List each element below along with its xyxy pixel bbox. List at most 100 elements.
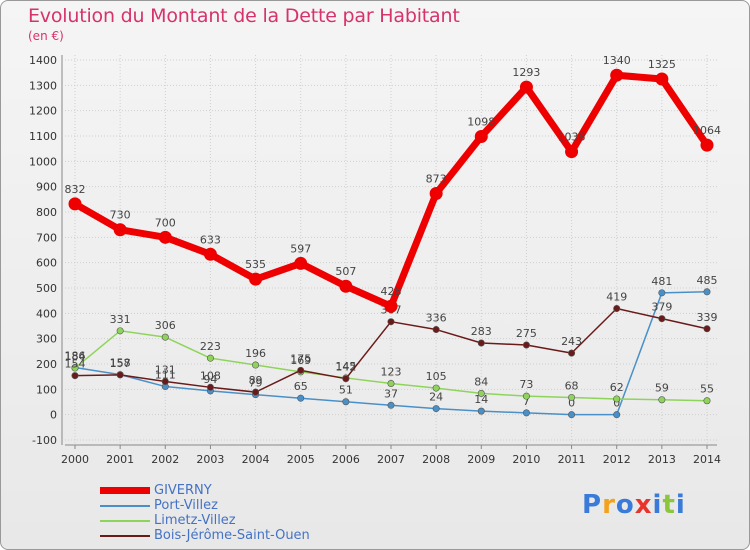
- data-label: 37: [384, 387, 398, 400]
- y-tick-label: 600: [36, 257, 57, 270]
- data-point: [203, 247, 217, 261]
- data-point: [206, 354, 214, 362]
- data-label: 84: [474, 375, 488, 388]
- data-point: [477, 389, 485, 397]
- data-label: 108: [200, 369, 221, 382]
- data-point: [252, 388, 260, 396]
- y-tick-label: 1300: [29, 79, 57, 92]
- data-point: [703, 288, 711, 296]
- data-label: 24: [429, 391, 443, 404]
- x-tick-label: 2013: [648, 453, 676, 466]
- data-label: 157: [110, 357, 131, 370]
- data-label: 111: [155, 369, 176, 382]
- data-label: 105: [426, 370, 447, 383]
- data-label: 169: [290, 354, 311, 367]
- data-label: 306: [155, 319, 176, 332]
- data-point: [387, 401, 395, 409]
- legend-item: Bois-Jérôme-Saint-Ouen: [100, 528, 310, 543]
- data-label: 1038: [558, 131, 586, 144]
- x-tick-label: 2008: [422, 453, 450, 466]
- data-point: [703, 325, 711, 333]
- data-label: 0: [568, 397, 575, 410]
- y-tick-label: 900: [36, 181, 57, 194]
- data-label: 0: [613, 397, 620, 410]
- legend-label: Port-Villez: [154, 498, 218, 513]
- data-label: 243: [561, 335, 582, 348]
- data-point: [158, 230, 172, 244]
- data-point: [297, 366, 305, 374]
- data-label: 331: [110, 313, 131, 326]
- data-label: 1340: [603, 54, 631, 67]
- data-label: 14: [474, 393, 488, 406]
- data-point: [342, 375, 350, 383]
- data-point: [432, 326, 440, 334]
- data-label: 339: [697, 311, 718, 324]
- x-tick-label: 2001: [106, 453, 134, 466]
- data-point: [522, 409, 530, 417]
- y-tick-label: 1400: [29, 54, 57, 67]
- data-point: [519, 80, 533, 94]
- logo-letter: x: [634, 490, 653, 520]
- data-point: [613, 395, 621, 403]
- y-tick-label: 100: [36, 383, 57, 396]
- data-point: [161, 333, 169, 341]
- y-tick-label: 300: [36, 333, 57, 346]
- data-label: 428: [381, 285, 402, 298]
- data-label: 184: [65, 350, 86, 363]
- data-label: 535: [245, 258, 266, 271]
- logo-letter: i: [675, 490, 686, 520]
- x-tick-label: 2005: [287, 453, 315, 466]
- y-tick-label: 1100: [29, 130, 57, 143]
- data-label: 481: [651, 275, 672, 288]
- data-label: 873: [426, 173, 447, 186]
- data-label: 507: [335, 265, 356, 278]
- y-tick-label: 400: [36, 307, 57, 320]
- data-point: [703, 397, 711, 405]
- y-tick-label: 0: [50, 409, 57, 422]
- data-label: 730: [110, 209, 131, 222]
- data-label: 7: [523, 395, 530, 408]
- data-label: 186: [65, 350, 86, 363]
- data-point: [658, 289, 666, 297]
- legend-label: Limetz-Villez: [154, 513, 236, 528]
- legend: GIVERNY Port-Villez Limetz-Villez Bois-Jérô…: [100, 483, 310, 543]
- data-label: 51: [339, 384, 353, 397]
- data-point: [568, 393, 576, 401]
- logo-letter: P: [582, 490, 603, 520]
- legend-item: Limetz-Villez: [100, 513, 310, 528]
- data-point: [249, 272, 263, 286]
- y-tick-label: -100: [32, 434, 57, 447]
- data-label: 1325: [648, 58, 676, 71]
- data-point: [655, 72, 669, 86]
- data-label: 283: [471, 325, 492, 338]
- data-point: [342, 398, 350, 406]
- data-point: [387, 380, 395, 388]
- data-point: [700, 138, 714, 152]
- data-point: [568, 411, 576, 419]
- data-point: [68, 197, 82, 211]
- data-point: [294, 256, 308, 270]
- logo-letter: o: [615, 490, 635, 520]
- data-point: [297, 394, 305, 402]
- data-label: 597: [290, 242, 311, 255]
- legend-swatch: [100, 487, 150, 494]
- data-point: [339, 279, 353, 293]
- data-label: 62: [610, 381, 624, 394]
- y-tick-label: 200: [36, 358, 57, 371]
- data-point: [658, 396, 666, 404]
- data-point: [658, 315, 666, 323]
- data-label: 158: [110, 357, 131, 370]
- data-label: 154: [65, 358, 86, 371]
- chart-title: Evolution du Montant de la Dette par Hab…: [28, 5, 460, 27]
- data-label: 142: [335, 361, 356, 374]
- x-tick-label: 2011: [558, 453, 586, 466]
- data-point: [474, 130, 488, 144]
- x-tick-label: 2014: [693, 453, 721, 466]
- data-label: 223: [200, 340, 221, 353]
- unit-label: (en €): [28, 29, 64, 43]
- data-label: 485: [697, 274, 718, 287]
- data-label: 275: [516, 327, 537, 340]
- legend-swatch: [100, 504, 150, 507]
- data-point: [387, 318, 395, 326]
- data-label: 55: [700, 383, 714, 396]
